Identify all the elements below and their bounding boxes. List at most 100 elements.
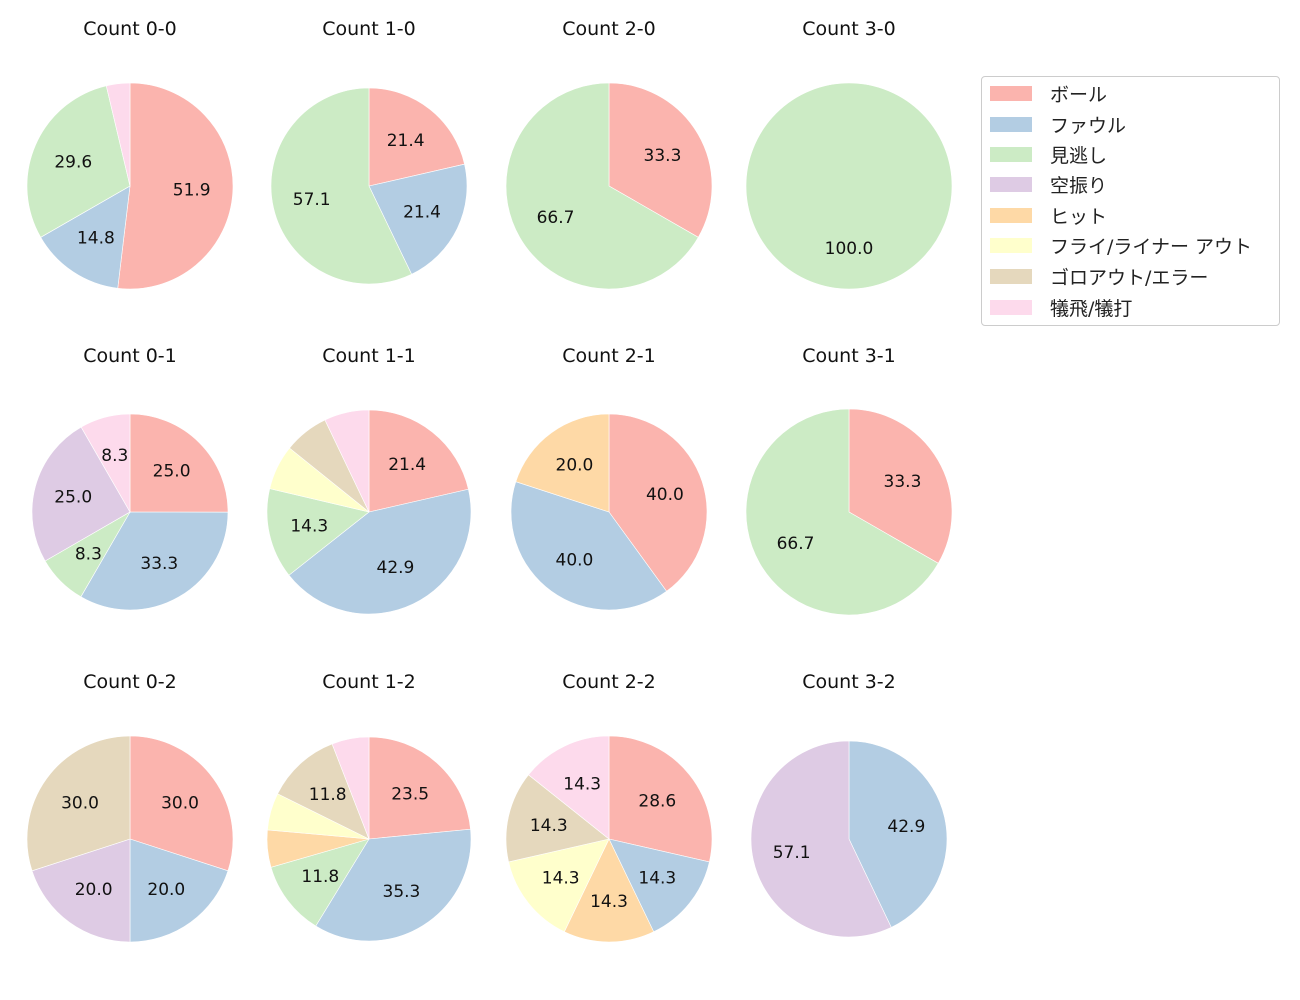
- pie-value-label: 33.3: [884, 472, 922, 492]
- pie-title: Count 0-1: [83, 345, 177, 367]
- pie-value-label: 30.0: [161, 794, 199, 814]
- legend-swatch: [990, 146, 1032, 162]
- pie-slice: [608, 735, 713, 863]
- pie-title: Count 1-2: [322, 671, 416, 693]
- pie-slice: [266, 488, 370, 576]
- pie-slice: [848, 408, 953, 564]
- pie-value-label: 14.8: [77, 229, 115, 249]
- pie-chart: Count 2-1 40.0 40.0 20.0: [510, 345, 708, 611]
- pie-chart: Count 1-0 21.4 21.4 57.1: [270, 18, 468, 285]
- pie-chart: Count 3-0 100.0: [745, 18, 953, 290]
- pie-chart: Count 3-2 42.9 57.1: [750, 671, 948, 938]
- pie-title: Count 3-2: [802, 671, 896, 693]
- legend-item-looking: 見逃し: [990, 144, 1107, 167]
- legend-item-hit: ヒット: [990, 205, 1107, 228]
- pie-value-label: 11.8: [309, 785, 347, 805]
- pie-slice: [288, 488, 472, 615]
- pie-slice: [26, 85, 131, 238]
- legend-swatch: [990, 116, 1032, 132]
- pie-value-label: 14.3: [563, 774, 601, 794]
- legend-item-swinging: 空振り: [990, 174, 1107, 197]
- pie-chart: Count 1-2 23.5 35.3 11.8 11.8: [266, 671, 472, 942]
- pie-slice: [745, 408, 939, 616]
- pie-value-label: 42.9: [377, 558, 415, 578]
- legend-label: 見逃し: [1050, 144, 1108, 167]
- pie-value-label: 33.3: [644, 146, 682, 166]
- legend-label: 空振り: [1050, 174, 1108, 197]
- pie-title: Count 2-1: [562, 345, 656, 367]
- pie-value-label: 100.0: [825, 239, 874, 259]
- legend-swatch: [990, 207, 1032, 223]
- pie-slice: [31, 426, 131, 562]
- pie-chart: Count 3-1 33.3 66.7: [745, 345, 953, 616]
- pie-value-label: 57.1: [773, 843, 811, 863]
- pie-value-label: 21.4: [388, 455, 426, 475]
- pie-slice: [80, 511, 229, 611]
- pie-title: Count 2-2: [562, 671, 656, 693]
- pie-slice: [608, 82, 713, 238]
- pie-title: Count 3-0: [802, 18, 896, 40]
- pie-slice: [277, 743, 370, 840]
- pie-slice: [331, 736, 370, 840]
- pie-slice: [117, 82, 234, 290]
- pie-value-label: 25.0: [54, 488, 92, 508]
- legend-label: ファウル: [1050, 114, 1127, 137]
- pie-value-label: 51.9: [173, 181, 211, 201]
- legend-label: フライ/ライナー アウト: [1050, 235, 1253, 258]
- pie-value-label: 14.3: [638, 869, 676, 889]
- pie-slice: [129, 413, 229, 513]
- pie-slice: [31, 838, 131, 943]
- legend-label: ヒット: [1050, 205, 1108, 228]
- pie-value-label: 66.7: [537, 208, 575, 228]
- pie-chart: Count 2-0 33.3 66.7: [505, 18, 713, 290]
- pie-value-label: 20.0: [75, 880, 113, 900]
- pie-slice: [515, 413, 610, 513]
- pie-slice: [563, 838, 655, 943]
- pie-title: Count 1-1: [322, 345, 416, 367]
- pie-value-label: 30.0: [61, 794, 99, 814]
- legend: ボール ファウル 見逃し 空振り ヒット フライ/ライナー アウト ゴロアウト/…: [981, 76, 1280, 326]
- pie-value-label: 8.3: [75, 545, 102, 565]
- legend-swatch: [990, 268, 1032, 284]
- pie-value-label: 33.3: [140, 554, 178, 574]
- pie-slice: [368, 87, 465, 187]
- pie-slice: [505, 774, 610, 863]
- pie-value-label: 14.3: [290, 516, 328, 536]
- pie-chart: Count 0-2 30.0 20.0 20.0 30.0: [26, 671, 234, 943]
- pie-title: Count 3-1: [802, 345, 896, 367]
- pie-value-label: 66.7: [777, 534, 815, 554]
- pie-title: Count 0-2: [83, 671, 177, 693]
- pie-value-label: 57.1: [293, 190, 331, 210]
- pie-slice: [315, 828, 472, 942]
- legend-item-foul: ファウル: [990, 114, 1126, 137]
- pie-slice: [270, 838, 370, 927]
- pie-value-label: 28.6: [638, 791, 676, 811]
- pie-slice: [26, 735, 131, 872]
- pie-value-label: 23.5: [391, 785, 429, 805]
- pie-slice: [505, 82, 699, 290]
- pie-slice: [608, 413, 708, 592]
- pie-slice: [368, 409, 469, 513]
- pie-slice: [745, 82, 953, 290]
- pie-value-label: 14.3: [542, 869, 580, 889]
- pie-value-label: 20.0: [556, 455, 594, 475]
- legend-label: ボール: [1050, 83, 1108, 106]
- pie-slice: [528, 735, 610, 840]
- pie-slice: [508, 838, 610, 933]
- pie-slice: [129, 838, 229, 943]
- legend-label: ゴロアウト/エラー: [1050, 266, 1209, 289]
- pie-slice: [129, 735, 234, 872]
- pie-value-label: 11.8: [301, 867, 339, 887]
- legend-label: 犠飛/犠打: [1050, 297, 1133, 320]
- pie-chart: Count 1-1 21.4 42.9 14.3: [266, 345, 472, 615]
- legend-item-ground-out-error: ゴロアウト/エラー: [990, 266, 1208, 289]
- pie-value-label: 25.0: [153, 461, 191, 481]
- pie-slice: [750, 740, 892, 938]
- pie-title: Count 2-0: [562, 18, 656, 40]
- pie-value-label: 21.4: [387, 131, 425, 151]
- legend-swatch: [990, 237, 1032, 253]
- pie-slice: [40, 185, 131, 289]
- pie-chart: Count 2-2 28.6 14.3 14.3 14.3 14.3 14.3: [505, 671, 713, 943]
- legend-swatch: [990, 299, 1032, 315]
